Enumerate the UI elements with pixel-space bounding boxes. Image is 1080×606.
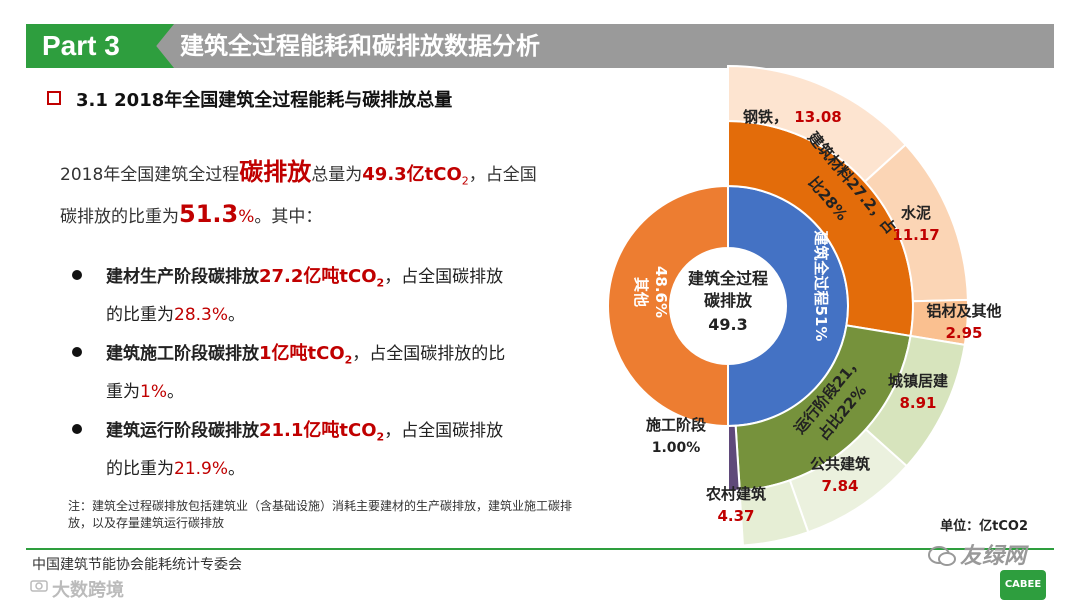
bullet-text: 建筑施工阶段碳排放: [106, 344, 259, 364]
outer-value-urban: 8.91: [899, 394, 936, 412]
section-bullet-icon: [47, 91, 61, 105]
bullet-text: ，占全国碳排放: [384, 267, 504, 287]
outer-label-construction: 施工阶段: [646, 416, 706, 434]
page-title: 建筑全过程能耗和碳排放数据分析: [180, 32, 540, 60]
intro-line-2: 碳排放的比重为51.3%。其中：: [60, 200, 322, 228]
intro-total: 49.3亿tCO: [362, 164, 462, 185]
cabee-logo: CABEE: [1000, 570, 1046, 600]
center-label: 建筑全过程: [688, 269, 768, 288]
inner-label-other: 其他: [632, 277, 650, 307]
bullet-2-line-2: 重为1%。: [106, 377, 184, 402]
outer-label-alum: 铝材及其他: [926, 302, 1001, 320]
bullet-text: ，占全国碳排放: [384, 421, 504, 441]
intro-percent: %: [238, 207, 255, 227]
footer-org: 中国建筑节能协会能耗统计专委会: [32, 557, 242, 573]
bullet-text: ，占全国碳排放的比: [352, 344, 506, 364]
footnote: 注：建筑全过程碳排放包括建筑业（含基础设施）消耗主要建材的生产碳排放，建筑业施工…: [68, 499, 573, 530]
outer-label-steel: 钢铁，: [743, 108, 788, 126]
part-label: Part 3: [26, 24, 174, 68]
bullet-dot-icon: [72, 424, 82, 434]
chart-unit: 单位：亿tCO2: [940, 518, 1028, 534]
bullet-sub: 2: [376, 276, 385, 290]
bullet-text: 重为: [106, 382, 140, 402]
intro-text: 2018年全国建筑全过程: [60, 165, 240, 185]
bullet-dot-icon: [72, 270, 82, 280]
intro-line-1: 2018年全国建筑全过程碳排放总量为49.3亿tCO2，占全国: [60, 152, 537, 187]
bullet-text: 。: [166, 382, 184, 402]
intro-text: 总量为: [311, 165, 363, 185]
middle-slice-2: [727, 424, 741, 493]
bullet-sub: 2: [344, 353, 353, 367]
bullet-dot-icon: [72, 347, 82, 357]
bullet-percent: 1%: [140, 382, 167, 402]
outer-label-public: 公共建筑: [810, 455, 870, 473]
footer-divider: [26, 548, 1054, 550]
bullet-text: 。: [228, 305, 246, 325]
bullet-3-line-2: 的比重为21.9%。: [106, 454, 245, 479]
center-value: 49.3: [708, 315, 747, 334]
bullet-2-line-1: 建筑施工阶段碳排放1亿吨tCO2，占全国碳排放的比: [106, 339, 505, 366]
bullet-percent: 28.3%: [174, 305, 229, 325]
center-circle: [670, 248, 786, 364]
center-label: 碳排放: [704, 291, 753, 310]
bullet-value: 21.1亿吨tCO: [259, 420, 377, 441]
bullet-value: 27.2亿吨tCO: [259, 266, 377, 287]
outer-label-cement: 水泥: [901, 204, 931, 222]
bullet-text: 建材生产阶段碳排放: [106, 267, 259, 287]
outer-label-urban: 城镇居建: [888, 372, 949, 390]
bullet-text: 的比重为: [106, 459, 174, 479]
bullet-text: 。: [228, 459, 246, 479]
outer-label-rural: 农村建筑: [705, 485, 766, 503]
intro-text: 碳排放的比重为: [60, 207, 179, 227]
bullet-value: 1亿吨tCO: [259, 343, 345, 364]
intro-highlight: 碳排放: [239, 158, 312, 186]
bullet-text: 建筑运行阶段碳排放: [106, 421, 259, 441]
outer-value-rural: 4.37: [717, 507, 754, 525]
wechat-icon: [928, 546, 956, 566]
watermark-right: 友绿网: [960, 544, 1027, 569]
bullet-1-line-2: 的比重为28.3%。: [106, 300, 245, 325]
outer-value-public: 7.84: [821, 477, 858, 495]
outer-value-construction: 1.00%: [652, 440, 701, 456]
bullet-1-line-1: 建材生产阶段碳排放27.2亿吨tCO2，占全国碳排放: [106, 262, 503, 289]
bullet-percent: 21.9%: [174, 459, 229, 479]
outer-slice-5: [738, 479, 810, 547]
intro-share: 51.3: [179, 200, 239, 228]
intro-sub: 2: [461, 174, 469, 188]
outer-value-steel: 13.08: [794, 108, 841, 126]
inner-label-whole: 建筑全过程51%: [812, 231, 830, 342]
header-bar: [26, 24, 1054, 68]
intro-text: 。其中：: [254, 207, 323, 227]
camera-icon: [30, 580, 48, 592]
outer-value-cement: 11.17: [892, 226, 939, 244]
bullet-3-line-1: 建筑运行阶段碳排放21.1亿吨tCO2，占全国碳排放: [106, 416, 503, 443]
watermark-left: 大数跨境: [52, 580, 124, 601]
outer-value-alum: 2.95: [945, 324, 982, 342]
bullet-text: 的比重为: [106, 305, 174, 325]
intro-text: ，占全国: [468, 165, 537, 185]
section-title: 3.1 2018年全国建筑全过程能耗与碳排放总量: [76, 90, 453, 111]
inner-label-other-pct: 48.6%: [652, 266, 670, 318]
bullet-sub: 2: [376, 430, 385, 444]
